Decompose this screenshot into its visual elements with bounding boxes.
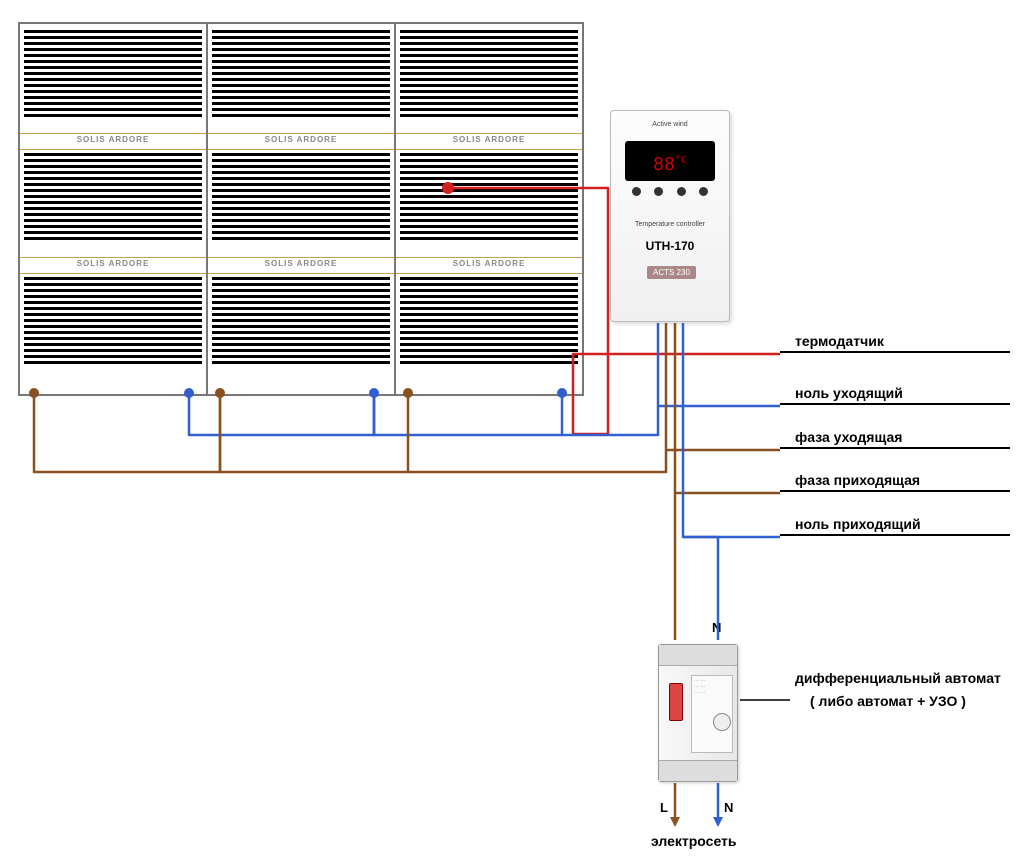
circuit-breaker: ··· ······ ······ ··· — [658, 644, 738, 782]
thermostat-controller-label: Temperature controller — [611, 221, 729, 228]
thermostat: Active wind 88°C Temperature controller … — [610, 110, 730, 322]
wire-label: ноль уходящий — [795, 385, 903, 401]
thermostat-unit: °C — [675, 155, 687, 166]
panel-brand-label: SOLIS ARDORE — [20, 135, 206, 144]
wire-label: термодатчик — [795, 333, 884, 349]
thermostat-model: UTH-170 — [611, 239, 729, 253]
heating-panel: SOLIS ARDORE SOLIS ARDORE — [394, 22, 584, 396]
wire-label: фаза приходящая — [795, 472, 920, 488]
thermostat-buttons — [625, 187, 715, 196]
mains-label: электросеть — [651, 833, 737, 849]
thermostat-btn — [677, 187, 686, 196]
thermostat-btn — [632, 187, 641, 196]
heating-panel: SOLIS ARDORE SOLIS ARDORE — [18, 22, 208, 396]
thermostat-value: 88 — [653, 154, 675, 175]
breaker-label-line2: ( либо автомат + УЗО ) — [810, 693, 966, 709]
thermostat-btn — [654, 187, 663, 196]
wire-label: ноль приходящий — [795, 516, 921, 532]
panel-brand-label: SOLIS ARDORE — [208, 135, 394, 144]
thermostat-top-label: Active wind — [611, 121, 729, 128]
panel-brand-label: SOLIS ARDORE — [396, 259, 582, 268]
wire-label: фаза уходящая — [795, 429, 902, 445]
panel-brand-label: SOLIS ARDORE — [208, 259, 394, 268]
breaker-switch — [669, 683, 683, 721]
panel-brand-label: SOLIS ARDORE — [396, 135, 582, 144]
thermostat-btn — [699, 187, 708, 196]
heating-panel: SOLIS ARDORE SOLIS ARDORE — [206, 22, 396, 396]
breaker-label-line1: дифференциальный автомат — [795, 670, 1001, 686]
breaker-terminal-L: L — [660, 800, 668, 815]
breaker-test-button — [713, 713, 731, 731]
thermostat-display: 88°C — [625, 141, 715, 181]
breaker-terminal-N-bot: N — [724, 800, 733, 815]
thermostat-badge: ACTS 230 — [647, 266, 696, 279]
breaker-terminal-N-top: N — [712, 620, 721, 635]
panel-brand-label: SOLIS ARDORE — [20, 259, 206, 268]
